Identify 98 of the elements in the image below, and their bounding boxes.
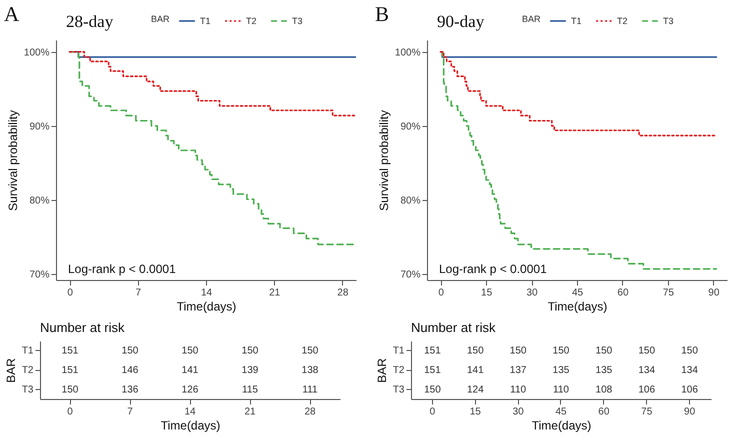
data-label: 135 [596,365,613,376]
data-label: 137 [510,365,527,376]
chart-title: 90-day [437,12,485,31]
annotation: Log-rank p < 0.0001 [439,262,548,276]
x-tick-label: 60 [598,406,610,418]
data-label: 141 [182,365,199,376]
x-tick-label: 30 [526,288,538,298]
data-label: 106 [681,384,698,396]
data-label: 150 [638,346,656,357]
y-tick-label: T1 [392,346,405,357]
x-tick-label: 90 [708,288,720,298]
x-tick-label: 75 [641,406,653,418]
chart-title: Number at risk [411,320,496,335]
y-tick-label: 80% [29,196,50,206]
text: B [375,2,390,26]
y-tick-label: T3 [22,384,34,396]
data-label: 106 [638,384,656,396]
data-label: 150 [122,346,139,357]
data-label: 151 [424,346,442,357]
x-tick-label: 28 [337,288,349,298]
y-tick-label: T2 [22,365,34,376]
data-label: 151 [424,365,442,376]
data-label: 108 [596,384,613,396]
data-label: 115 [242,384,258,396]
data-label: 150 [552,346,570,357]
data-label: 124 [466,384,484,396]
data-label: 110 [553,384,570,396]
y-axis-title: Survival probability [376,110,391,211]
x-tick-label: 0 [430,406,436,418]
data-label: 110 [510,384,527,396]
legend-label: T3 [663,16,674,26]
legend-label: T2 [617,16,628,26]
y-tick-label: 90% [29,121,50,132]
legend-label: T3 [292,16,303,26]
y-axis-title: Survival probability [6,110,20,211]
data-label: 151 [62,346,79,357]
y-tick-label: 90% [400,121,421,132]
x-tick-label: 0 [438,288,444,298]
data-label: 150 [596,346,613,357]
x-tick-label: 7 [127,406,134,418]
data-label: 150 [466,346,484,357]
legend-title: BAR [522,14,542,24]
legend-label: T1 [571,16,582,26]
x-tick-label: 28 [304,406,316,418]
x-axis-title: Time(days) [176,300,236,314]
x-tick-label: 21 [244,406,256,418]
x-tick-label: 14 [200,288,212,298]
data-label: 126 [182,384,199,396]
chart-title: 28-day [66,12,114,31]
legend-label: T1 [200,16,211,26]
legend-label: T2 [246,16,257,26]
data-label: 150 [182,346,199,357]
data-label: 146 [122,365,139,376]
x-tick-label: 14 [184,406,196,418]
annotation: Log-rank p < 0.0001 [68,262,176,276]
y-tick-label: T3 [392,384,405,396]
data-label: 111 [302,384,318,396]
data-label: 138 [302,365,319,376]
x-tick-label: 7 [136,288,142,298]
data-label: 134 [681,365,698,376]
y-tick-label: 100% [24,47,50,58]
x-tick-label: 45 [555,406,567,418]
data-label: 141 [466,365,484,376]
data-label: 135 [552,365,570,376]
x-tick-label: 75 [662,288,674,298]
data-label: 139 [242,365,259,376]
x-tick-label: 21 [269,288,281,298]
y-tick-label: 80% [400,196,421,206]
text: A [4,2,20,26]
x-tick-label: 45 [572,288,584,298]
data-label: 150 [424,384,442,396]
chart-title: Number at risk [40,320,126,335]
x-tick-label: 15 [481,288,493,298]
y-tick-label: 70% [400,270,421,281]
y-tick-label: 100% [394,47,421,58]
x-axis-title: Time(days) [160,418,220,432]
data-label: 136 [122,384,139,396]
data-label: 150 [681,346,698,357]
y-axis-title: BAR [374,358,389,383]
x-tick-label: 0 [67,288,74,298]
y-tick-label: 70% [29,270,50,281]
data-label: 151 [62,365,79,376]
data-label: 150 [242,346,259,357]
data-label: 134 [638,365,656,376]
y-tick-label: T1 [22,346,34,357]
data-label: 150 [62,384,79,396]
x-tick-label: 60 [617,288,629,298]
x-tick-label: 0 [67,406,74,418]
x-axis-title: Time(days) [532,418,592,432]
x-tick-label: 15 [470,406,482,418]
y-axis-title: BAR [4,358,18,383]
x-axis-title: Time(days) [548,300,608,314]
x-tick-label: 90 [684,406,696,418]
y-tick-label: T2 [392,365,405,376]
legend-title: BAR [151,14,170,24]
data-label: 150 [510,346,527,357]
data-label: 150 [302,346,319,357]
x-tick-label: 30 [512,406,524,418]
